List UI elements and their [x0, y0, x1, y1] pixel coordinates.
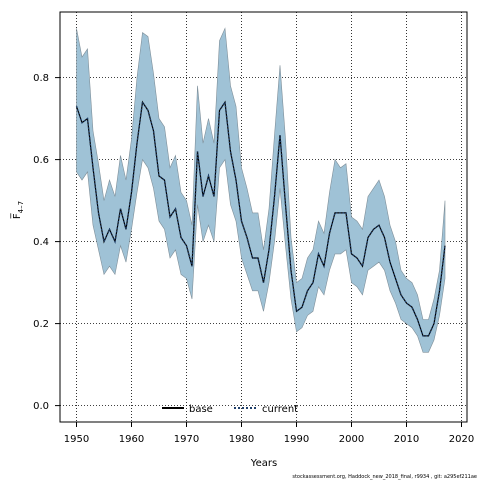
y-tick-label-3: 0.6 — [33, 155, 49, 166]
y-tick-label-1: 0.2 — [33, 319, 49, 330]
y-axis-title: F̅4–7 — [10, 201, 25, 219]
y-axis-title-main: F̅ — [10, 212, 23, 219]
x-tick-label-5: 2000 — [339, 434, 364, 445]
legend-label-base: base — [189, 404, 213, 415]
x-axis-title: Years — [250, 458, 277, 469]
x-tick-label-7: 2020 — [449, 434, 474, 445]
y-tick-label-0: 0.0 — [33, 401, 49, 412]
x-tick-label-0: 1950 — [64, 434, 89, 445]
y-axis: 0.0 0.2 0.4 0.6 0.8 — [33, 73, 60, 412]
x-tick-label-1: 1960 — [119, 434, 144, 445]
x-tick-label-6: 2010 — [394, 434, 419, 445]
legend-label-current: current — [262, 404, 298, 415]
y-tick-label-4: 0.8 — [33, 73, 49, 84]
x-tick-label-2: 1970 — [174, 434, 199, 445]
svg-text:F̅4–7: F̅4–7 — [10, 201, 25, 219]
confidence-band — [76, 27, 446, 353]
plot-frame — [59, 11, 468, 423]
x-tick-label-3: 1980 — [229, 434, 254, 445]
legend: base current — [162, 404, 298, 415]
y-axis-title-sub: 4–7 — [17, 201, 25, 213]
x-tick-label-4: 1990 — [284, 434, 309, 445]
footer-note: stockassessment.org, Haddock_new_2018_fi… — [292, 474, 477, 480]
y-tick-label-2: 0.4 — [33, 237, 49, 248]
x-axis: 1950 1960 1970 1980 1990 2000 2010 2020 — [64, 422, 474, 445]
series-line-current — [75, 100, 446, 337]
